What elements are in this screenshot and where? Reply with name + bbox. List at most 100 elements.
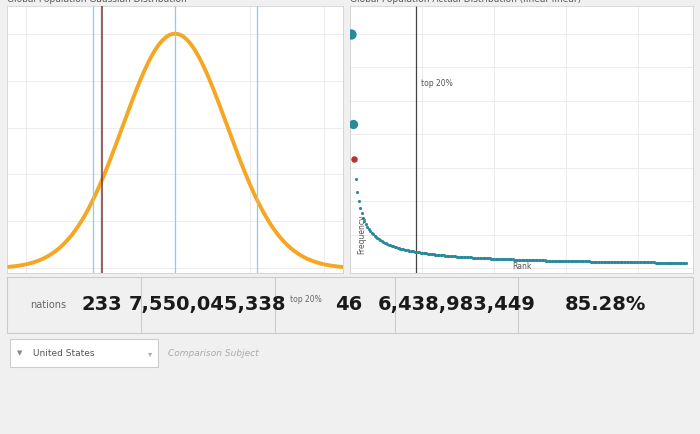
Point [360, 221, 372, 228]
Point [415, 250, 426, 256]
Point [500, 256, 511, 263]
Point [659, 260, 670, 266]
Point [608, 259, 620, 266]
Point [402, 247, 413, 254]
Point [549, 258, 560, 265]
Point [526, 257, 537, 264]
Point [652, 260, 663, 266]
Point [603, 259, 614, 266]
Point [377, 239, 388, 246]
Point [466, 254, 477, 261]
Point [539, 257, 550, 264]
Point [497, 256, 508, 263]
Point [647, 260, 658, 266]
Point [467, 254, 478, 261]
Point [624, 259, 635, 266]
Point [679, 260, 690, 267]
Point [509, 256, 520, 263]
Point [385, 242, 396, 249]
Point [650, 260, 661, 266]
Point [588, 259, 599, 266]
Point [362, 224, 373, 231]
Point [618, 259, 629, 266]
Text: Rank: Rank [512, 262, 531, 271]
Point [604, 259, 615, 266]
Point [578, 258, 589, 265]
Point [452, 253, 463, 260]
Point [643, 260, 654, 266]
Point [568, 258, 579, 265]
Point [645, 260, 657, 266]
Point [654, 260, 666, 266]
Point [351, 189, 363, 196]
Point [610, 259, 621, 266]
Point [547, 258, 559, 265]
Text: 46: 46 [335, 295, 363, 313]
Point [517, 257, 528, 264]
Point [562, 258, 573, 265]
Point [379, 240, 390, 247]
Point [440, 253, 451, 260]
Point [418, 250, 429, 257]
Text: 6,438,983,449: 6,438,983,449 [377, 295, 536, 313]
Point [484, 256, 496, 263]
Point [412, 249, 423, 256]
Point [611, 259, 622, 266]
Point [408, 248, 419, 255]
Point [653, 260, 664, 266]
Point [592, 259, 603, 266]
Point [368, 231, 379, 238]
Point [573, 258, 584, 265]
Point [429, 251, 440, 258]
Point [422, 250, 433, 257]
Point [382, 241, 393, 248]
Point [556, 258, 568, 265]
Point [596, 259, 608, 266]
Point [505, 256, 516, 263]
Point [428, 251, 439, 258]
Point [667, 260, 678, 266]
Point [372, 235, 383, 242]
Point [456, 254, 467, 261]
Point [421, 250, 432, 257]
Point [498, 256, 510, 263]
Point [546, 258, 557, 265]
Point [392, 245, 403, 252]
Text: 85.28%: 85.28% [564, 295, 646, 313]
Point [542, 257, 553, 264]
Point [662, 260, 673, 266]
Point [475, 255, 486, 262]
Point [506, 256, 517, 263]
Point [519, 257, 530, 264]
Point [501, 256, 512, 263]
Text: top 20%: top 20% [421, 79, 452, 88]
Point [416, 250, 428, 257]
Point [347, 121, 358, 128]
Point [464, 254, 475, 261]
Text: United States: United States [33, 348, 94, 357]
Point [441, 253, 452, 260]
Point [474, 255, 485, 262]
Point [447, 253, 458, 260]
Point [489, 256, 500, 263]
Point [673, 260, 684, 266]
Point [606, 259, 617, 266]
Point [448, 253, 459, 260]
Point [569, 258, 580, 265]
Point [356, 210, 367, 217]
Point [516, 256, 527, 263]
Point [370, 234, 382, 241]
Point [676, 260, 687, 266]
Point [359, 218, 370, 225]
Point [470, 255, 481, 262]
Point [435, 252, 447, 259]
Point [350, 176, 361, 183]
Point [558, 258, 569, 265]
Point [612, 259, 624, 266]
Point [561, 258, 572, 265]
Text: Global Population Actual Distribution (linear-linear): Global Population Actual Distribution (l… [350, 0, 581, 4]
Point [373, 236, 384, 243]
Point [622, 259, 634, 266]
Point [405, 248, 416, 255]
Text: 233: 233 [81, 295, 122, 313]
